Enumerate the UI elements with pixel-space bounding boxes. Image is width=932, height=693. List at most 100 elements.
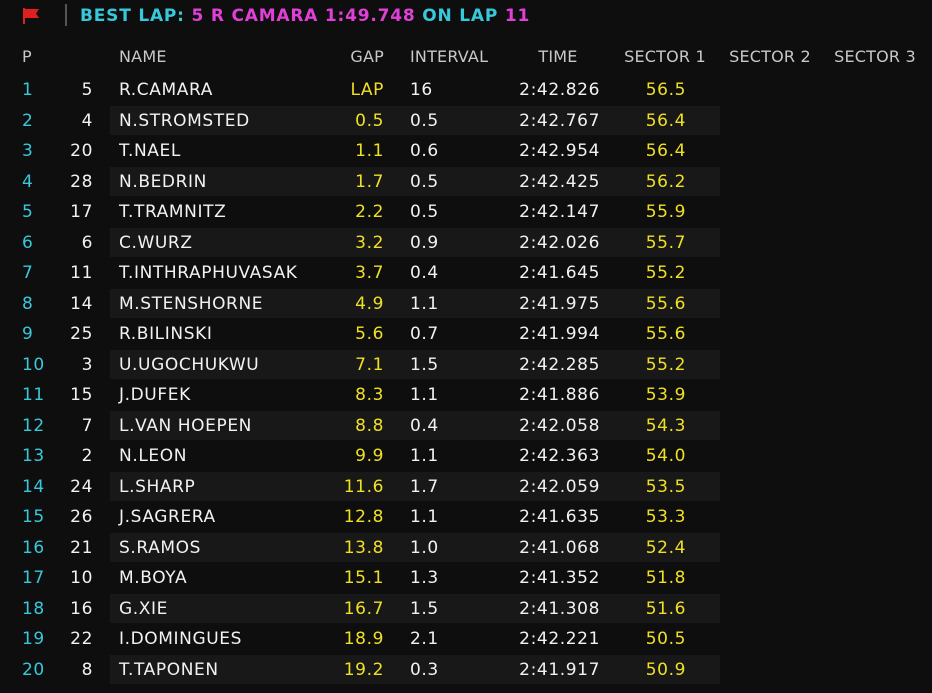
interval: 2.1 xyxy=(410,629,439,649)
interval: 0.7 xyxy=(410,324,439,344)
position: 13 xyxy=(22,446,45,466)
row-stripe xyxy=(110,655,720,684)
gap: 7.1 xyxy=(355,354,384,375)
sector-1: 55.2 xyxy=(645,354,686,375)
interval: 1.1 xyxy=(410,293,439,314)
position: 5 xyxy=(22,202,34,222)
interval: 0.6 xyxy=(410,141,439,161)
car-number: 16 xyxy=(70,598,93,619)
driver-name: J.DUFEK xyxy=(119,385,191,405)
lap-time: 2:42.147 xyxy=(519,202,600,222)
gap: 11.6 xyxy=(343,476,384,497)
gap: 8.3 xyxy=(355,385,384,405)
row-stripe xyxy=(110,594,720,623)
car-number: 8 xyxy=(81,659,93,680)
row-stripe xyxy=(110,472,720,501)
interval: 1.3 xyxy=(410,568,439,588)
driver-name: L.VAN HOEPEN xyxy=(119,415,252,436)
row-stripe xyxy=(110,289,720,318)
sector-1: 53.9 xyxy=(645,385,686,405)
car-number: 21 xyxy=(70,537,93,558)
car-number: 14 xyxy=(70,293,93,314)
lap-time: 2:41.352 xyxy=(519,568,600,588)
lap-time: 2:41.994 xyxy=(519,324,600,344)
sector-1: 56.2 xyxy=(645,171,686,192)
car-number: 11 xyxy=(70,263,93,283)
lap-time: 2:41.917 xyxy=(519,659,600,680)
interval: 1.5 xyxy=(410,598,439,619)
driver-name: R.BILINSKI xyxy=(119,324,213,344)
best-lap-banner: BEST LAP: 5 R CAMARA 1:49.748 ON LAP 11 xyxy=(80,3,530,29)
gap: 12.8 xyxy=(343,507,384,527)
column-header: SECTOR 2 xyxy=(729,47,811,66)
car-number: 3 xyxy=(81,354,93,375)
sector-1: 54.0 xyxy=(645,446,686,466)
gap: 15.1 xyxy=(343,568,384,588)
driver-name: R.CAMARA xyxy=(119,80,213,100)
flag-icon xyxy=(23,8,39,24)
interval: 1.5 xyxy=(410,354,439,375)
gap: LAP xyxy=(350,80,384,100)
sector-1: 55.6 xyxy=(645,324,686,344)
sector-1: 55.6 xyxy=(645,293,686,314)
column-header: NAME xyxy=(119,47,167,66)
best-lap-driver: 5 R CAMARA 1:49.748 xyxy=(191,6,416,26)
row-stripe xyxy=(110,167,720,196)
driver-name: L.SHARP xyxy=(119,476,196,497)
gap: 5.6 xyxy=(355,324,384,344)
row-stripe xyxy=(110,228,720,257)
lap-time: 2:41.645 xyxy=(519,263,600,283)
lap-label: ON LAP xyxy=(422,6,499,26)
driver-name: C.WURZ xyxy=(119,232,193,253)
gap: 18.9 xyxy=(343,629,384,649)
driver-name: N.BEDRIN xyxy=(119,171,207,192)
position: 10 xyxy=(22,354,45,375)
gap: 16.7 xyxy=(343,598,384,619)
car-number: 26 xyxy=(70,507,93,527)
gap: 9.9 xyxy=(355,446,384,466)
driver-name: N.LEON xyxy=(119,446,188,466)
gap: 13.8 xyxy=(343,537,384,558)
position: 2 xyxy=(22,110,34,131)
driver-name: M.BOYA xyxy=(119,568,188,588)
lap-time: 2:41.975 xyxy=(519,293,600,314)
interval: 0.5 xyxy=(410,171,439,192)
driver-name: S.RAMOS xyxy=(119,537,201,558)
interval: 0.9 xyxy=(410,232,439,253)
sector-1: 53.3 xyxy=(645,507,686,527)
gap: 2.2 xyxy=(355,202,384,222)
driver-name: M.STENSHORNE xyxy=(119,293,264,314)
sector-1: 50.9 xyxy=(645,659,686,680)
car-number: 20 xyxy=(70,141,93,161)
row-stripe xyxy=(110,350,720,379)
sector-1: 55.9 xyxy=(645,202,686,222)
sector-1: 56.5 xyxy=(645,80,686,100)
lap-time: 2:42.285 xyxy=(519,354,600,375)
sector-1: 56.4 xyxy=(645,141,686,161)
lap-time: 2:41.308 xyxy=(519,598,600,619)
interval: 1.1 xyxy=(410,385,439,405)
sector-1: 50.5 xyxy=(645,629,686,649)
car-number: 5 xyxy=(81,80,93,100)
car-number: 22 xyxy=(70,629,93,649)
column-header: GAP xyxy=(350,47,384,66)
lap-time: 2:42.954 xyxy=(519,141,600,161)
position: 14 xyxy=(22,476,45,497)
column-header: INTERVAL xyxy=(410,47,489,66)
lap-time: 2:41.635 xyxy=(519,507,600,527)
car-number: 7 xyxy=(81,415,93,436)
gap: 1.1 xyxy=(355,141,384,161)
position: 4 xyxy=(22,171,34,192)
lap-time: 2:42.363 xyxy=(519,446,600,466)
position: 20 xyxy=(22,659,45,680)
gap: 1.7 xyxy=(355,171,384,192)
sector-1: 52.4 xyxy=(645,537,686,558)
sector-1: 51.6 xyxy=(645,598,686,619)
driver-name: T.TRAMNITZ xyxy=(119,202,227,222)
interval: 0.4 xyxy=(410,415,439,436)
gap: 0.5 xyxy=(355,110,384,131)
interval: 0.5 xyxy=(410,202,439,222)
row-stripe xyxy=(110,106,720,135)
car-number: 4 xyxy=(81,110,93,131)
interval: 0.3 xyxy=(410,659,439,680)
